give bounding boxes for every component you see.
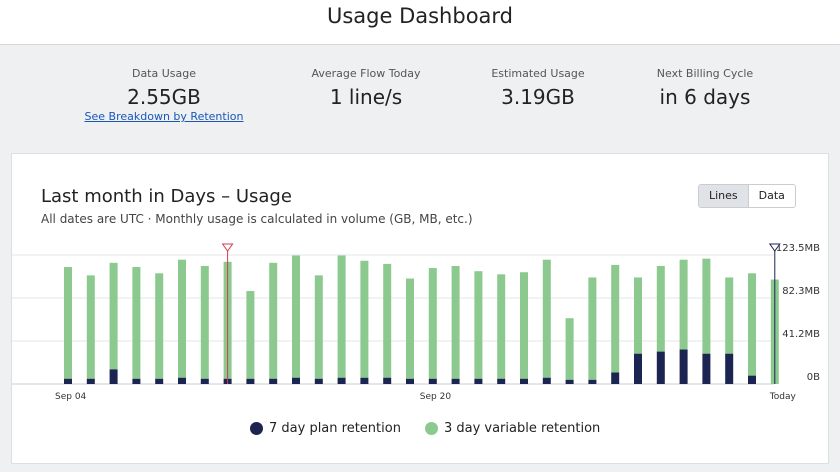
bar-plan-retention bbox=[406, 378, 414, 384]
bar-plan-retention bbox=[611, 372, 620, 384]
bar-plan-retention bbox=[451, 378, 460, 384]
y-tick-label: 41.2MB bbox=[782, 329, 820, 340]
bar-variable-retention bbox=[748, 273, 756, 376]
bar-variable-retention bbox=[86, 275, 95, 379]
x-tick-label: Today bbox=[769, 392, 797, 402]
bar-plan-retention bbox=[428, 378, 437, 384]
bar-plan-retention bbox=[132, 378, 141, 384]
stat-label: Average Flow Today bbox=[311, 67, 421, 80]
y-tick-label: 123.5MB bbox=[776, 243, 820, 254]
stat-value: 1 line/s bbox=[329, 85, 403, 109]
bar-plan-retention bbox=[360, 377, 369, 384]
y-tick-label: 82.3MB bbox=[782, 286, 820, 297]
bar-plan-retention bbox=[679, 349, 688, 384]
bar-variable-retention bbox=[155, 273, 164, 379]
bar-variable-retention bbox=[588, 277, 597, 380]
bar-variable-retention bbox=[542, 259, 551, 378]
stat-label: Data Usage bbox=[131, 67, 197, 80]
bar-plan-retention bbox=[109, 369, 118, 384]
chart-title: Last month in Days – Usage bbox=[41, 186, 292, 207]
legend-variable-label: 3 day variable retention bbox=[443, 421, 601, 436]
legend-item-variable[interactable]: 3 day variable retention bbox=[424, 421, 601, 436]
bar-plan-retention bbox=[588, 379, 597, 384]
bar-plan-retention bbox=[542, 377, 551, 384]
bar-variable-retention bbox=[474, 271, 483, 379]
bar-plan-retention bbox=[178, 377, 186, 384]
legend-item-plan[interactable]: 7 day plan retention bbox=[250, 421, 401, 436]
toggle-divider bbox=[747, 185, 749, 207]
bar-variable-retention bbox=[497, 274, 506, 379]
toggle-lines-button[interactable]: Lines bbox=[699, 185, 748, 207]
bar-variable-retention bbox=[269, 262, 278, 379]
toggle-data-button[interactable]: Data bbox=[758, 189, 785, 202]
bar-plan-retention bbox=[292, 377, 300, 384]
bar-variable-retention bbox=[679, 259, 688, 350]
bar-plan-retention bbox=[314, 378, 323, 384]
y-tick-label: 0B bbox=[807, 372, 820, 383]
chart-subtitle: All dates are UTC · Monthly usage is cal… bbox=[41, 212, 473, 226]
view-toggle: Lines Data bbox=[698, 184, 796, 208]
legend-variable-swatch bbox=[424, 422, 438, 435]
stat-data-usage: Data Usage 2.55GB See Breakdown by Reten… bbox=[80, 67, 248, 123]
bar-variable-retention bbox=[520, 272, 528, 379]
bar-variable-retention bbox=[314, 275, 323, 379]
bar-variable-retention bbox=[178, 259, 186, 378]
legend-plan-swatch bbox=[250, 422, 263, 435]
chart-legend: 7 day plan retention 3 day variable rete… bbox=[250, 421, 624, 436]
bar-plan-retention bbox=[656, 351, 665, 384]
bar-plan-retention bbox=[64, 378, 72, 384]
stat-value: in 6 days bbox=[659, 85, 751, 109]
x-tick-label: Sep 04 bbox=[55, 392, 87, 402]
bar-plan-retention bbox=[337, 377, 346, 384]
bar-plan-retention bbox=[86, 378, 95, 384]
bar-plan-retention bbox=[725, 353, 734, 384]
x-tick-label: Sep 20 bbox=[420, 392, 452, 402]
stat-label: Estimated Usage bbox=[491, 67, 585, 80]
stat-value: 2.55GB bbox=[127, 85, 201, 109]
bar-variable-retention bbox=[246, 291, 255, 379]
bar-variable-retention bbox=[109, 262, 118, 370]
bar-plan-retention bbox=[383, 377, 392, 384]
bar-plan-retention bbox=[748, 375, 756, 384]
bar-plan-retention bbox=[634, 353, 642, 384]
bar-variable-retention bbox=[634, 277, 642, 354]
bar-variable-retention bbox=[702, 258, 711, 354]
legend-plan-label: 7 day plan retention bbox=[269, 421, 401, 436]
bar-variable-retention bbox=[132, 267, 141, 379]
bar-plan-retention bbox=[200, 378, 209, 384]
bar-variable-retention bbox=[64, 267, 72, 379]
stat-average-flow: Average Flow Today 1 line/s bbox=[296, 67, 436, 109]
bar-plan-retention bbox=[565, 379, 574, 384]
bar-variable-retention bbox=[565, 318, 574, 380]
usage-chart-card: Last month in Days – Usage All dates are… bbox=[11, 153, 829, 464]
bar-plan-retention bbox=[155, 378, 164, 384]
marker-triangle-icon bbox=[768, 243, 781, 252]
bar-plan-retention bbox=[474, 378, 483, 384]
bar-variable-retention bbox=[337, 255, 346, 378]
bar-variable-retention bbox=[292, 255, 300, 378]
bar-variable-retention bbox=[428, 268, 437, 379]
breakdown-link[interactable]: See Breakdown by Retention bbox=[84, 110, 244, 123]
page-title: Usage Dashboard bbox=[326, 4, 514, 28]
bar-plan-retention bbox=[520, 378, 528, 384]
bar-plan-retention bbox=[269, 378, 278, 384]
stat-value: 3.19GB bbox=[501, 85, 575, 109]
bar-plan-retention bbox=[702, 353, 711, 384]
usage-bar-chart: 0B 41.2MB 82.3MB 123.5MB Sep 04 Sep 20 Today bbox=[12, 243, 820, 402]
bar-variable-retention bbox=[656, 265, 665, 352]
bar-variable-retention bbox=[725, 277, 734, 354]
bar-variable-retention bbox=[383, 263, 392, 378]
bar-variable-retention bbox=[451, 265, 460, 379]
bar-variable-retention bbox=[611, 264, 620, 373]
bar-plan-retention bbox=[497, 378, 506, 384]
bar-variable-retention bbox=[200, 265, 209, 379]
stat-next-billing: Next Billing Cycle in 6 days bbox=[642, 67, 768, 109]
marker-triangle-icon bbox=[221, 243, 234, 252]
bar-plan-retention bbox=[246, 378, 255, 384]
bar-variable-retention bbox=[406, 278, 414, 379]
top-bar: Usage Dashboard bbox=[0, 0, 840, 45]
stat-estimated-usage: Estimated Usage 3.19GB bbox=[478, 67, 598, 109]
bar-variable-retention bbox=[360, 260, 369, 378]
stat-label: Next Billing Cycle bbox=[656, 67, 754, 80]
